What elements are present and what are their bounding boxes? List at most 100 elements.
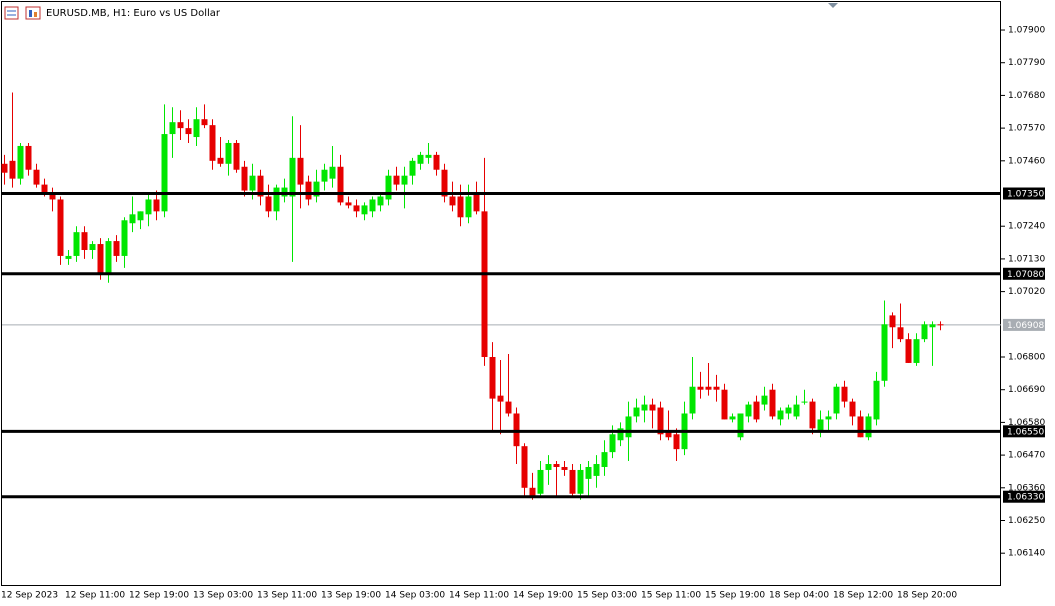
- candle-body: [401, 175, 408, 185]
- y-tick-label: 1.06690: [1008, 385, 1045, 395]
- candle-body: [297, 157, 304, 185]
- candle-body: [457, 196, 464, 218]
- candle-body: [849, 401, 856, 417]
- candle-body: [265, 196, 272, 212]
- candle-body: [25, 145, 32, 170]
- icon-bar: [34, 12, 37, 17]
- candle-body: [193, 119, 200, 138]
- icon-bar: [29, 10, 32, 17]
- candle-body: [729, 416, 736, 420]
- x-tick-label: 14 Sep 19:00: [513, 591, 573, 601]
- candle-body: [913, 339, 920, 363]
- candle-body: [489, 357, 496, 399]
- candle-body: [905, 339, 912, 363]
- candle-body: [153, 199, 160, 212]
- candle-body: [529, 487, 536, 497]
- candle-body: [473, 193, 480, 212]
- candle-body: [537, 469, 544, 494]
- candle-body: [425, 154, 432, 158]
- candle-body: [433, 154, 440, 170]
- y-tick-label: 1.06360: [1008, 483, 1045, 493]
- candle-body: [441, 169, 448, 197]
- candle-body: [921, 324, 928, 340]
- candle-body: [641, 404, 648, 411]
- candle-body: [881, 324, 888, 381]
- chart-title: EURUSD.MB, H1: Euro vs US Dollar: [46, 8, 221, 19]
- candle-body: [121, 220, 128, 256]
- candle-body: [857, 416, 864, 438]
- candle-body: [801, 401, 808, 403]
- level-label-box: [1003, 267, 1045, 280]
- y-tick-label: 1.07240: [1008, 222, 1045, 232]
- candle-body: [897, 327, 904, 340]
- candle-body: [713, 386, 720, 390]
- x-tick-label: 14 Sep 11:00: [449, 591, 509, 601]
- candle-body: [105, 241, 112, 274]
- candle-body: [369, 199, 376, 212]
- x-tick-label: 18 Sep 12:00: [833, 591, 893, 601]
- candle-body: [769, 389, 776, 417]
- candle-body: [865, 416, 872, 438]
- candle-body: [65, 255, 72, 259]
- candle-body: [761, 395, 768, 405]
- candle-body: [449, 196, 456, 206]
- candle-body: [705, 386, 712, 390]
- candle-body: [97, 244, 104, 274]
- y-tick-label: 1.06140: [1008, 549, 1045, 559]
- candle-body: [185, 128, 192, 135]
- candle-body: [585, 466, 592, 479]
- candle-body: [241, 166, 248, 191]
- candle-body: [625, 416, 632, 438]
- y-tick-label: 1.07020: [1008, 287, 1045, 297]
- candle-body: [385, 175, 392, 200]
- toolbar-icons: [4, 6, 41, 20]
- candle-body: [657, 407, 664, 435]
- candle-body: [33, 169, 40, 185]
- x-tick-label: 13 Sep 11:00: [257, 591, 317, 601]
- level-label: 1.07080: [1007, 270, 1044, 280]
- candle-body: [337, 166, 344, 203]
- candle-body: [217, 157, 224, 164]
- candle-body: [257, 175, 264, 197]
- candle-body: [345, 202, 352, 206]
- candle-body: [89, 244, 96, 250]
- candle-body: [777, 410, 784, 420]
- candle-body: [321, 169, 328, 182]
- candle-body: [161, 134, 168, 212]
- y-tick-label: 1.07680: [1008, 91, 1045, 101]
- candle-body: [137, 211, 144, 221]
- candle-body: [233, 142, 240, 170]
- price-label-box: [1003, 318, 1045, 331]
- x-tick-label: 12 Sep 2023: [1, 591, 58, 601]
- candle-body: [393, 175, 400, 185]
- icon: [4, 6, 19, 20]
- candle-body: [417, 154, 424, 164]
- x-tick-label: 14 Sep 03:00: [385, 591, 445, 601]
- y-tick-label: 1.06470: [1008, 451, 1045, 461]
- candle-body: [481, 211, 488, 358]
- candle-body: [577, 469, 584, 494]
- x-tick-label: 15 Sep 03:00: [577, 591, 637, 601]
- level-label-box: [1003, 187, 1045, 200]
- y-tick-label: 1.07790: [1008, 58, 1045, 68]
- candle-body: [409, 160, 416, 176]
- candle-body: [329, 166, 336, 179]
- candle-body: [617, 428, 624, 441]
- candle-body: [177, 122, 184, 129]
- candle-body: [305, 181, 312, 200]
- candle-body: [49, 193, 56, 200]
- icon: [25, 6, 41, 20]
- candle-body: [649, 404, 656, 411]
- x-tick-label: 13 Sep 03:00: [193, 591, 253, 601]
- candle-body: [609, 434, 616, 453]
- candle-body: [689, 386, 696, 414]
- candle-body: [497, 395, 504, 402]
- candle-body: [929, 324, 936, 328]
- candle-body: [833, 386, 840, 414]
- candle-body: [273, 187, 280, 212]
- candle-body: [57, 199, 64, 256]
- candle-body: [817, 419, 824, 432]
- candle-body: [937, 324, 944, 326]
